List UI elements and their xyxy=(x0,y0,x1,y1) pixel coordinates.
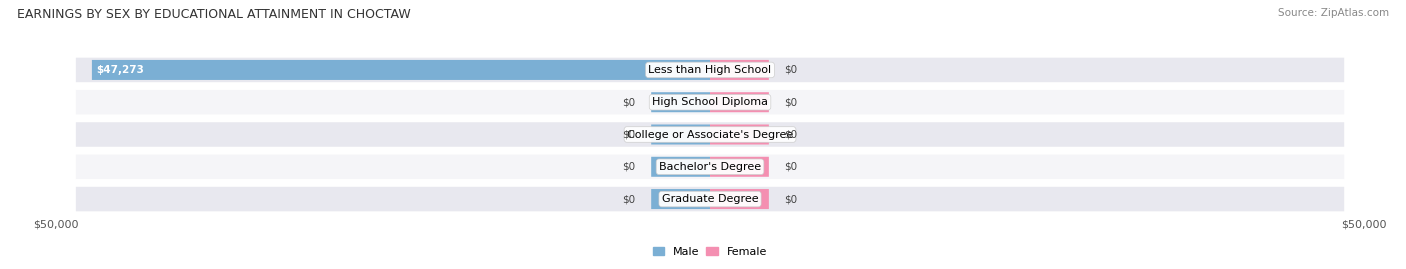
FancyBboxPatch shape xyxy=(710,157,769,177)
FancyBboxPatch shape xyxy=(76,154,1344,179)
Text: $0: $0 xyxy=(623,97,636,107)
Text: $0: $0 xyxy=(785,162,797,172)
Text: College or Associate's Degree: College or Associate's Degree xyxy=(627,129,793,140)
FancyBboxPatch shape xyxy=(651,125,710,144)
FancyBboxPatch shape xyxy=(710,60,769,80)
Text: $0: $0 xyxy=(785,97,797,107)
Text: Graduate Degree: Graduate Degree xyxy=(662,194,758,204)
FancyBboxPatch shape xyxy=(710,92,769,112)
Text: Source: ZipAtlas.com: Source: ZipAtlas.com xyxy=(1278,8,1389,18)
FancyBboxPatch shape xyxy=(651,189,710,209)
FancyBboxPatch shape xyxy=(76,58,1344,82)
Text: $47,273: $47,273 xyxy=(96,65,143,75)
FancyBboxPatch shape xyxy=(710,125,769,144)
Text: High School Diploma: High School Diploma xyxy=(652,97,768,107)
Text: Bachelor's Degree: Bachelor's Degree xyxy=(659,162,761,172)
Text: EARNINGS BY SEX BY EDUCATIONAL ATTAINMENT IN CHOCTAW: EARNINGS BY SEX BY EDUCATIONAL ATTAINMEN… xyxy=(17,8,411,21)
FancyBboxPatch shape xyxy=(91,60,710,80)
Text: $0: $0 xyxy=(785,129,797,140)
FancyBboxPatch shape xyxy=(710,189,769,209)
FancyBboxPatch shape xyxy=(651,157,710,177)
FancyBboxPatch shape xyxy=(651,92,710,112)
FancyBboxPatch shape xyxy=(76,187,1344,211)
Text: Less than High School: Less than High School xyxy=(648,65,772,75)
Text: $0: $0 xyxy=(623,194,636,204)
FancyBboxPatch shape xyxy=(76,122,1344,147)
Text: $0: $0 xyxy=(623,129,636,140)
Text: $0: $0 xyxy=(785,65,797,75)
Text: $0: $0 xyxy=(785,194,797,204)
Legend: Male, Female: Male, Female xyxy=(648,242,772,261)
FancyBboxPatch shape xyxy=(76,90,1344,115)
Text: $0: $0 xyxy=(623,162,636,172)
